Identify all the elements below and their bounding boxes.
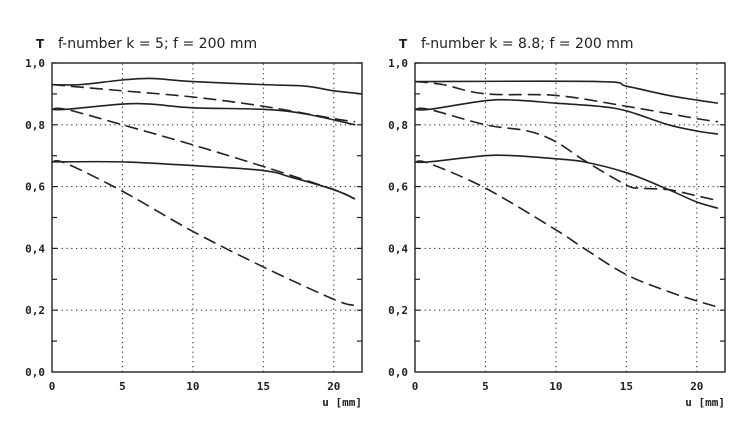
x-tick-label: 15 <box>620 380 633 393</box>
series-solid-3 <box>51 160 356 200</box>
chart-title: f-number k = 5; f = 200 mm <box>58 36 257 52</box>
series-dashed-1 <box>414 80 719 123</box>
series-solid-1 <box>414 80 719 104</box>
y-tick-label: 1,0 <box>388 57 408 70</box>
series-dashed-2 <box>414 107 719 202</box>
x-tick-label: 15 <box>257 380 270 393</box>
x-tick-label: 5 <box>119 380 126 393</box>
y-tick-label: 0,2 <box>25 304 45 317</box>
series-dashed-3 <box>51 160 356 307</box>
x-tick-label: 20 <box>690 380 703 393</box>
series-dashed-3 <box>414 160 719 308</box>
x-axis-label: u [mm] <box>322 396 362 409</box>
x-tick-label: 10 <box>549 380 562 393</box>
x-axis-label: u [mm] <box>685 396 725 409</box>
x-tick-label: 10 <box>186 380 199 393</box>
x-tick-label: 20 <box>327 380 340 393</box>
series-solid-2 <box>51 102 356 126</box>
series-solid-2 <box>414 98 719 135</box>
y-tick-label: 0,8 <box>25 119 45 132</box>
y-tick-label: 0,4 <box>388 242 408 255</box>
series-dashed-2 <box>51 107 356 200</box>
plot-frame <box>51 62 363 373</box>
y-tick-label: 0,6 <box>388 181 408 194</box>
y-axis-label: T <box>399 37 408 51</box>
y-tick-label: 0,8 <box>388 119 408 132</box>
y-tick-label: 0,2 <box>388 304 408 317</box>
y-tick-label: 0,6 <box>25 181 45 194</box>
y-tick-label: 0,0 <box>25 366 45 379</box>
y-tick-label: 0,4 <box>25 242 45 255</box>
chart-title: f-number k = 8.8; f = 200 mm <box>421 36 633 52</box>
x-tick-label: 0 <box>49 380 56 393</box>
y-tick-label: 0,0 <box>388 366 408 379</box>
x-tick-label: 5 <box>482 380 489 393</box>
x-tick-label: 0 <box>412 380 419 393</box>
series-dashed-1 <box>51 83 356 123</box>
y-tick-label: 1,0 <box>25 57 45 70</box>
y-axis-label: T <box>36 37 45 51</box>
series-solid-1 <box>51 77 363 95</box>
plot-frame <box>414 62 726 373</box>
series-solid-3 <box>414 154 719 209</box>
